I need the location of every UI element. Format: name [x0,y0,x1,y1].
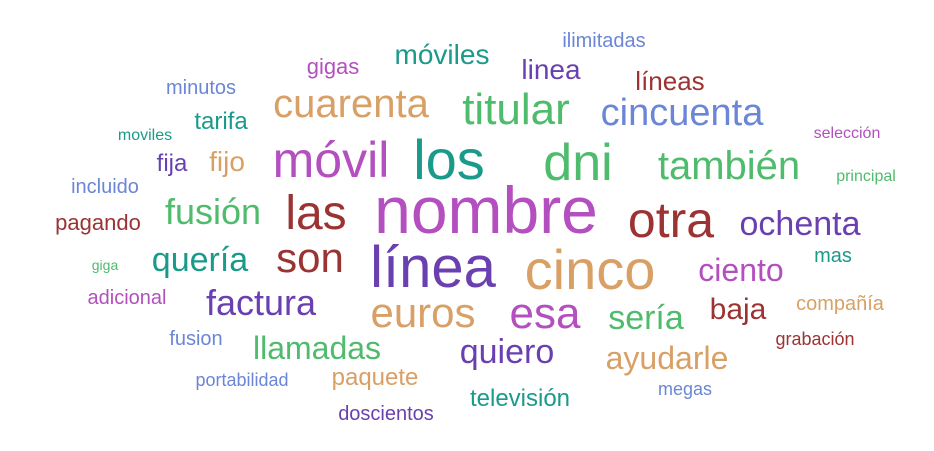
word-cincuenta: cincuenta [600,92,764,134]
word-minutos: minutos [165,77,237,99]
word-euros: euros [370,289,476,336]
word-doscientos: doscientos [338,403,434,425]
word-los: los [413,128,485,191]
word-ochenta: ochenta [739,205,861,243]
word-moviles: moviles [117,127,173,144]
word-compania: compañía [796,293,884,315]
word-esa: esa [509,289,581,338]
word-seleccion: selección [813,125,881,142]
word-cinco: cinco [524,238,656,301]
word-titular: titular [462,85,570,134]
word-baja: baja [709,293,767,326]
word-moviles-accent: móviles [394,39,490,70]
word-portabilidad: portabilidad [195,370,289,390]
word-dni: dni [543,134,613,192]
word-lineas: líneas [635,66,705,96]
word-son: son [276,234,344,281]
word-linea: linea [521,54,581,85]
word-television: televisión [469,385,571,412]
word-ciento: ciento [698,252,784,288]
word-megas: megas [657,379,713,399]
word-grabacion: grabación [775,329,855,349]
word-nombre: nombre [374,173,598,247]
word-factura: factura [205,282,317,323]
word-fusion-accent: fusión [164,191,262,232]
word-fijo: fijo [209,146,245,177]
word-adicional: adicional [87,287,167,309]
word-seria: sería [608,299,684,337]
word-principal: principal [836,168,896,185]
word-quiero: quiero [459,333,555,371]
word-tarifa: tarifa [194,108,248,135]
word-giga: giga [91,257,119,273]
word-gigas: gigas [306,54,360,79]
word-fija: fija [156,150,188,177]
word-las: las [285,187,347,240]
word-incluido: incluido [71,176,139,198]
word-mas: mas [814,245,852,267]
word-cuarenta: cuarenta [273,82,429,126]
word-fusion: fusion [169,328,223,350]
word-ayudarle: ayudarle [605,340,729,376]
word-llamadas: llamadas [252,330,382,366]
word-queria: quería [151,241,249,279]
word-tambien: también [657,144,801,188]
word-paquete: paquete [331,364,419,391]
word-linea-accent: línea [370,235,496,300]
word-ilimitadas: ilimitadas [562,30,646,52]
word-movil: móvil [272,132,390,188]
word-otra: otra [627,192,715,248]
word-pagando: pagando [55,210,141,235]
